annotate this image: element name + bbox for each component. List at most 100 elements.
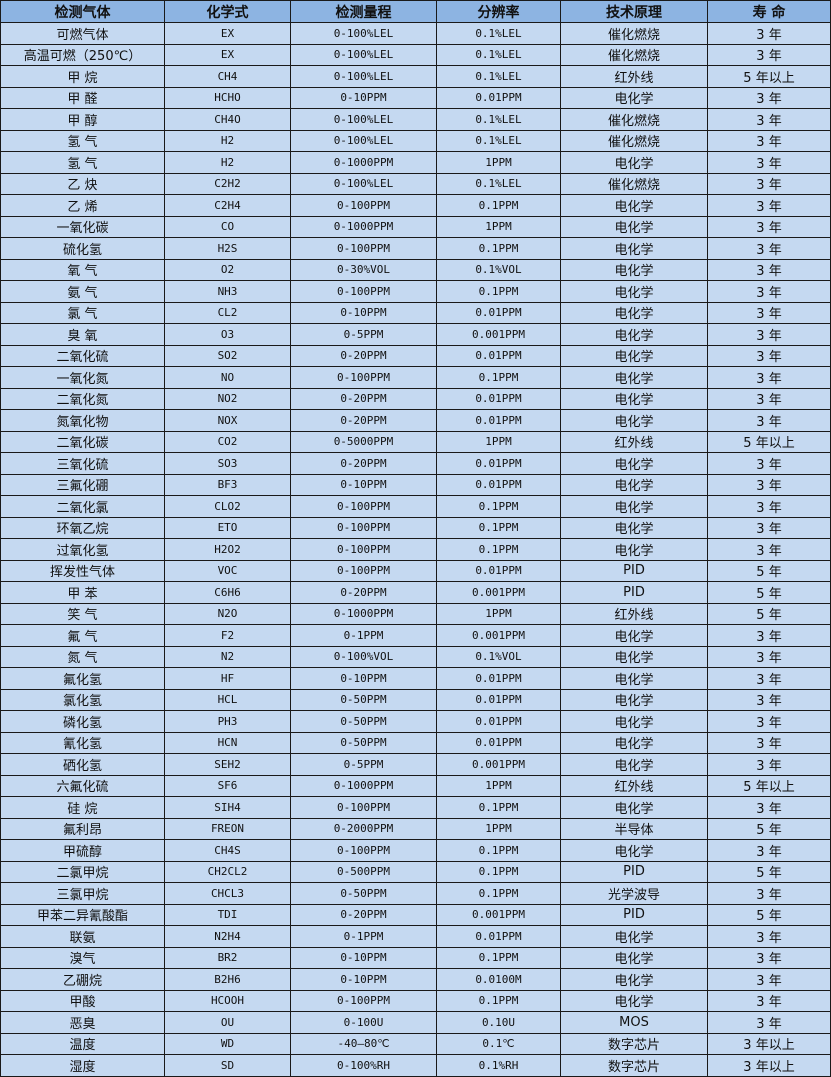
header-row: 检测气体 化学式 检测量程 分辨率 技术原理 寿 命 <box>0 0 831 23</box>
cell-resolution: 0.001PPM <box>436 323 561 346</box>
cell-resolution: 0.01PPM <box>436 301 561 324</box>
cell-resolution: 0.1PPM <box>436 839 561 862</box>
cell-formula: C6H6 <box>164 581 291 604</box>
cell-principle: 电化学 <box>560 258 708 281</box>
cell-range: 0-20PPM <box>290 409 437 432</box>
cell-formula: HCHO <box>164 86 291 109</box>
table-row: 过氧化氢 H2O2 0-100PPM 0.1PPM 电化学 3 年 <box>0 538 831 561</box>
cell-gas: 甲酸 <box>0 989 165 1012</box>
cell-lifespan: 3 年 <box>707 129 831 152</box>
cell-principle: 电化学 <box>560 538 708 561</box>
cell-range: 0-100PPM <box>290 495 437 518</box>
cell-range: 0-100U <box>290 1011 437 1034</box>
cell-formula: HCN <box>164 731 291 754</box>
cell-principle: PID <box>560 903 708 926</box>
cell-principle: 电化学 <box>560 925 708 948</box>
cell-principle: 半导体 <box>560 817 708 840</box>
header-principle: 技术原理 <box>560 0 708 23</box>
cell-range: 0-20PPM <box>290 581 437 604</box>
cell-gas: 二氧化氮 <box>0 387 165 410</box>
cell-range: 0-100PPM <box>290 280 437 303</box>
cell-gas: 甲硫醇 <box>0 839 165 862</box>
table-row: 氨 气 NH3 0-100PPM 0.1PPM 电化学 3 年 <box>0 280 831 303</box>
cell-formula: ETO <box>164 516 291 539</box>
table-row: 硫化氢 H2S 0-100PPM 0.1PPM 电化学 3 年 <box>0 237 831 260</box>
cell-range: 0-10PPM <box>290 968 437 991</box>
cell-lifespan: 3 年 <box>707 86 831 109</box>
cell-range: 0-1000PPM <box>290 151 437 174</box>
cell-range: 0-50PPM <box>290 882 437 905</box>
cell-formula: NOX <box>164 409 291 432</box>
table-row: 三氯甲烷 CHCL3 0-50PPM 0.1PPM 光学波导 3 年 <box>0 882 831 905</box>
cell-lifespan: 3 年 <box>707 366 831 389</box>
cell-principle: 催化燃烧 <box>560 129 708 152</box>
cell-principle: 电化学 <box>560 280 708 303</box>
cell-resolution: 0.01PPM <box>436 731 561 754</box>
cell-formula: CO2 <box>164 430 291 453</box>
cell-lifespan: 5 年 <box>707 817 831 840</box>
cell-principle: 催化燃烧 <box>560 172 708 195</box>
cell-gas: 一氧化碳 <box>0 215 165 238</box>
cell-resolution: 0.01PPM <box>436 710 561 733</box>
cell-range: 0-5PPM <box>290 323 437 346</box>
cell-gas: 硒化氢 <box>0 753 165 776</box>
cell-range: 0-30%VOL <box>290 258 437 281</box>
table-row: 环氧乙烷 ETO 0-100PPM 0.1PPM 电化学 3 年 <box>0 516 831 539</box>
cell-resolution: 0.1%RH <box>436 1054 561 1077</box>
cell-lifespan: 3 年 <box>707 645 831 668</box>
table-row: 六氟化硫 SF6 0-1000PPM 1PPM 红外线 5 年以上 <box>0 774 831 797</box>
cell-gas: 三氟化硼 <box>0 473 165 496</box>
cell-gas: 溴气 <box>0 946 165 969</box>
cell-resolution: 0.1PPM <box>436 516 561 539</box>
cell-range: 0-5000PPM <box>290 430 437 453</box>
cell-gas: 氰化氢 <box>0 731 165 754</box>
cell-resolution: 0.1%LEL <box>436 22 561 45</box>
cell-range: 0-100PPM <box>290 237 437 260</box>
cell-principle: 电化学 <box>560 710 708 733</box>
cell-principle: 电化学 <box>560 473 708 496</box>
table-row: 恶臭 OU 0-100U 0.10U MOS 3 年 <box>0 1011 831 1034</box>
cell-range: 0-100%LEL <box>290 22 437 45</box>
table-row: 甲 苯 C6H6 0-20PPM 0.001PPM PID 5 年 <box>0 581 831 604</box>
cell-lifespan: 3 年 <box>707 172 831 195</box>
table-row: 氟 气 F2 0-1PPM 0.001PPM 电化学 3 年 <box>0 624 831 647</box>
cell-range: 0-20PPM <box>290 452 437 475</box>
cell-principle: 红外线 <box>560 430 708 453</box>
table-row: 二氧化硫 SO2 0-20PPM 0.01PPM 电化学 3 年 <box>0 344 831 367</box>
cell-formula: SEH2 <box>164 753 291 776</box>
cell-principle: 红外线 <box>560 602 708 625</box>
cell-resolution: 1PPM <box>436 430 561 453</box>
cell-resolution: 1PPM <box>436 602 561 625</box>
cell-range: 0-100PPM <box>290 796 437 819</box>
cell-resolution: 0.001PPM <box>436 624 561 647</box>
cell-gas: 氯 气 <box>0 301 165 324</box>
cell-gas: 氧 气 <box>0 258 165 281</box>
cell-gas: 乙硼烷 <box>0 968 165 991</box>
cell-formula: NO <box>164 366 291 389</box>
cell-lifespan: 3 年 <box>707 731 831 754</box>
table-row: 硅 烷 SIH4 0-100PPM 0.1PPM 电化学 3 年 <box>0 796 831 819</box>
header-range: 检测量程 <box>290 0 437 23</box>
cell-principle: 红外线 <box>560 774 708 797</box>
cell-range: 0-1000PPM <box>290 774 437 797</box>
table-row: 联氨 N2H4 0-1PPM 0.01PPM 电化学 3 年 <box>0 925 831 948</box>
cell-lifespan: 3 年 <box>707 1011 831 1034</box>
cell-principle: 电化学 <box>560 301 708 324</box>
table-row: 氯化氢 HCL 0-50PPM 0.01PPM 电化学 3 年 <box>0 688 831 711</box>
cell-lifespan: 3 年 <box>707 237 831 260</box>
table-row: 甲 烷 CH4 0-100%LEL 0.1%LEL 红外线 5 年以上 <box>0 65 831 88</box>
table-row: 可燃气体 EX 0-100%LEL 0.1%LEL 催化燃烧 3 年 <box>0 22 831 45</box>
cell-gas: 乙 炔 <box>0 172 165 195</box>
table-row: 乙 烯 C2H4 0-100PPM 0.1PPM 电化学 3 年 <box>0 194 831 217</box>
table-row: 臭 氧 O3 0-5PPM 0.001PPM 电化学 3 年 <box>0 323 831 346</box>
cell-principle: PID <box>560 559 708 582</box>
table-row: 乙 炔 C2H2 0-100%LEL 0.1%LEL 催化燃烧 3 年 <box>0 172 831 195</box>
cell-gas: 臭 氧 <box>0 323 165 346</box>
cell-gas: 三氧化硫 <box>0 452 165 475</box>
table-row: 乙硼烷 B2H6 0-10PPM 0.0100M 电化学 3 年 <box>0 968 831 991</box>
table-row: 氯 气 CL2 0-10PPM 0.01PPM 电化学 3 年 <box>0 301 831 324</box>
cell-gas: 乙 烯 <box>0 194 165 217</box>
cell-resolution: 0.01PPM <box>436 667 561 690</box>
cell-formula: CH4O <box>164 108 291 131</box>
cell-resolution: 0.0100M <box>436 968 561 991</box>
